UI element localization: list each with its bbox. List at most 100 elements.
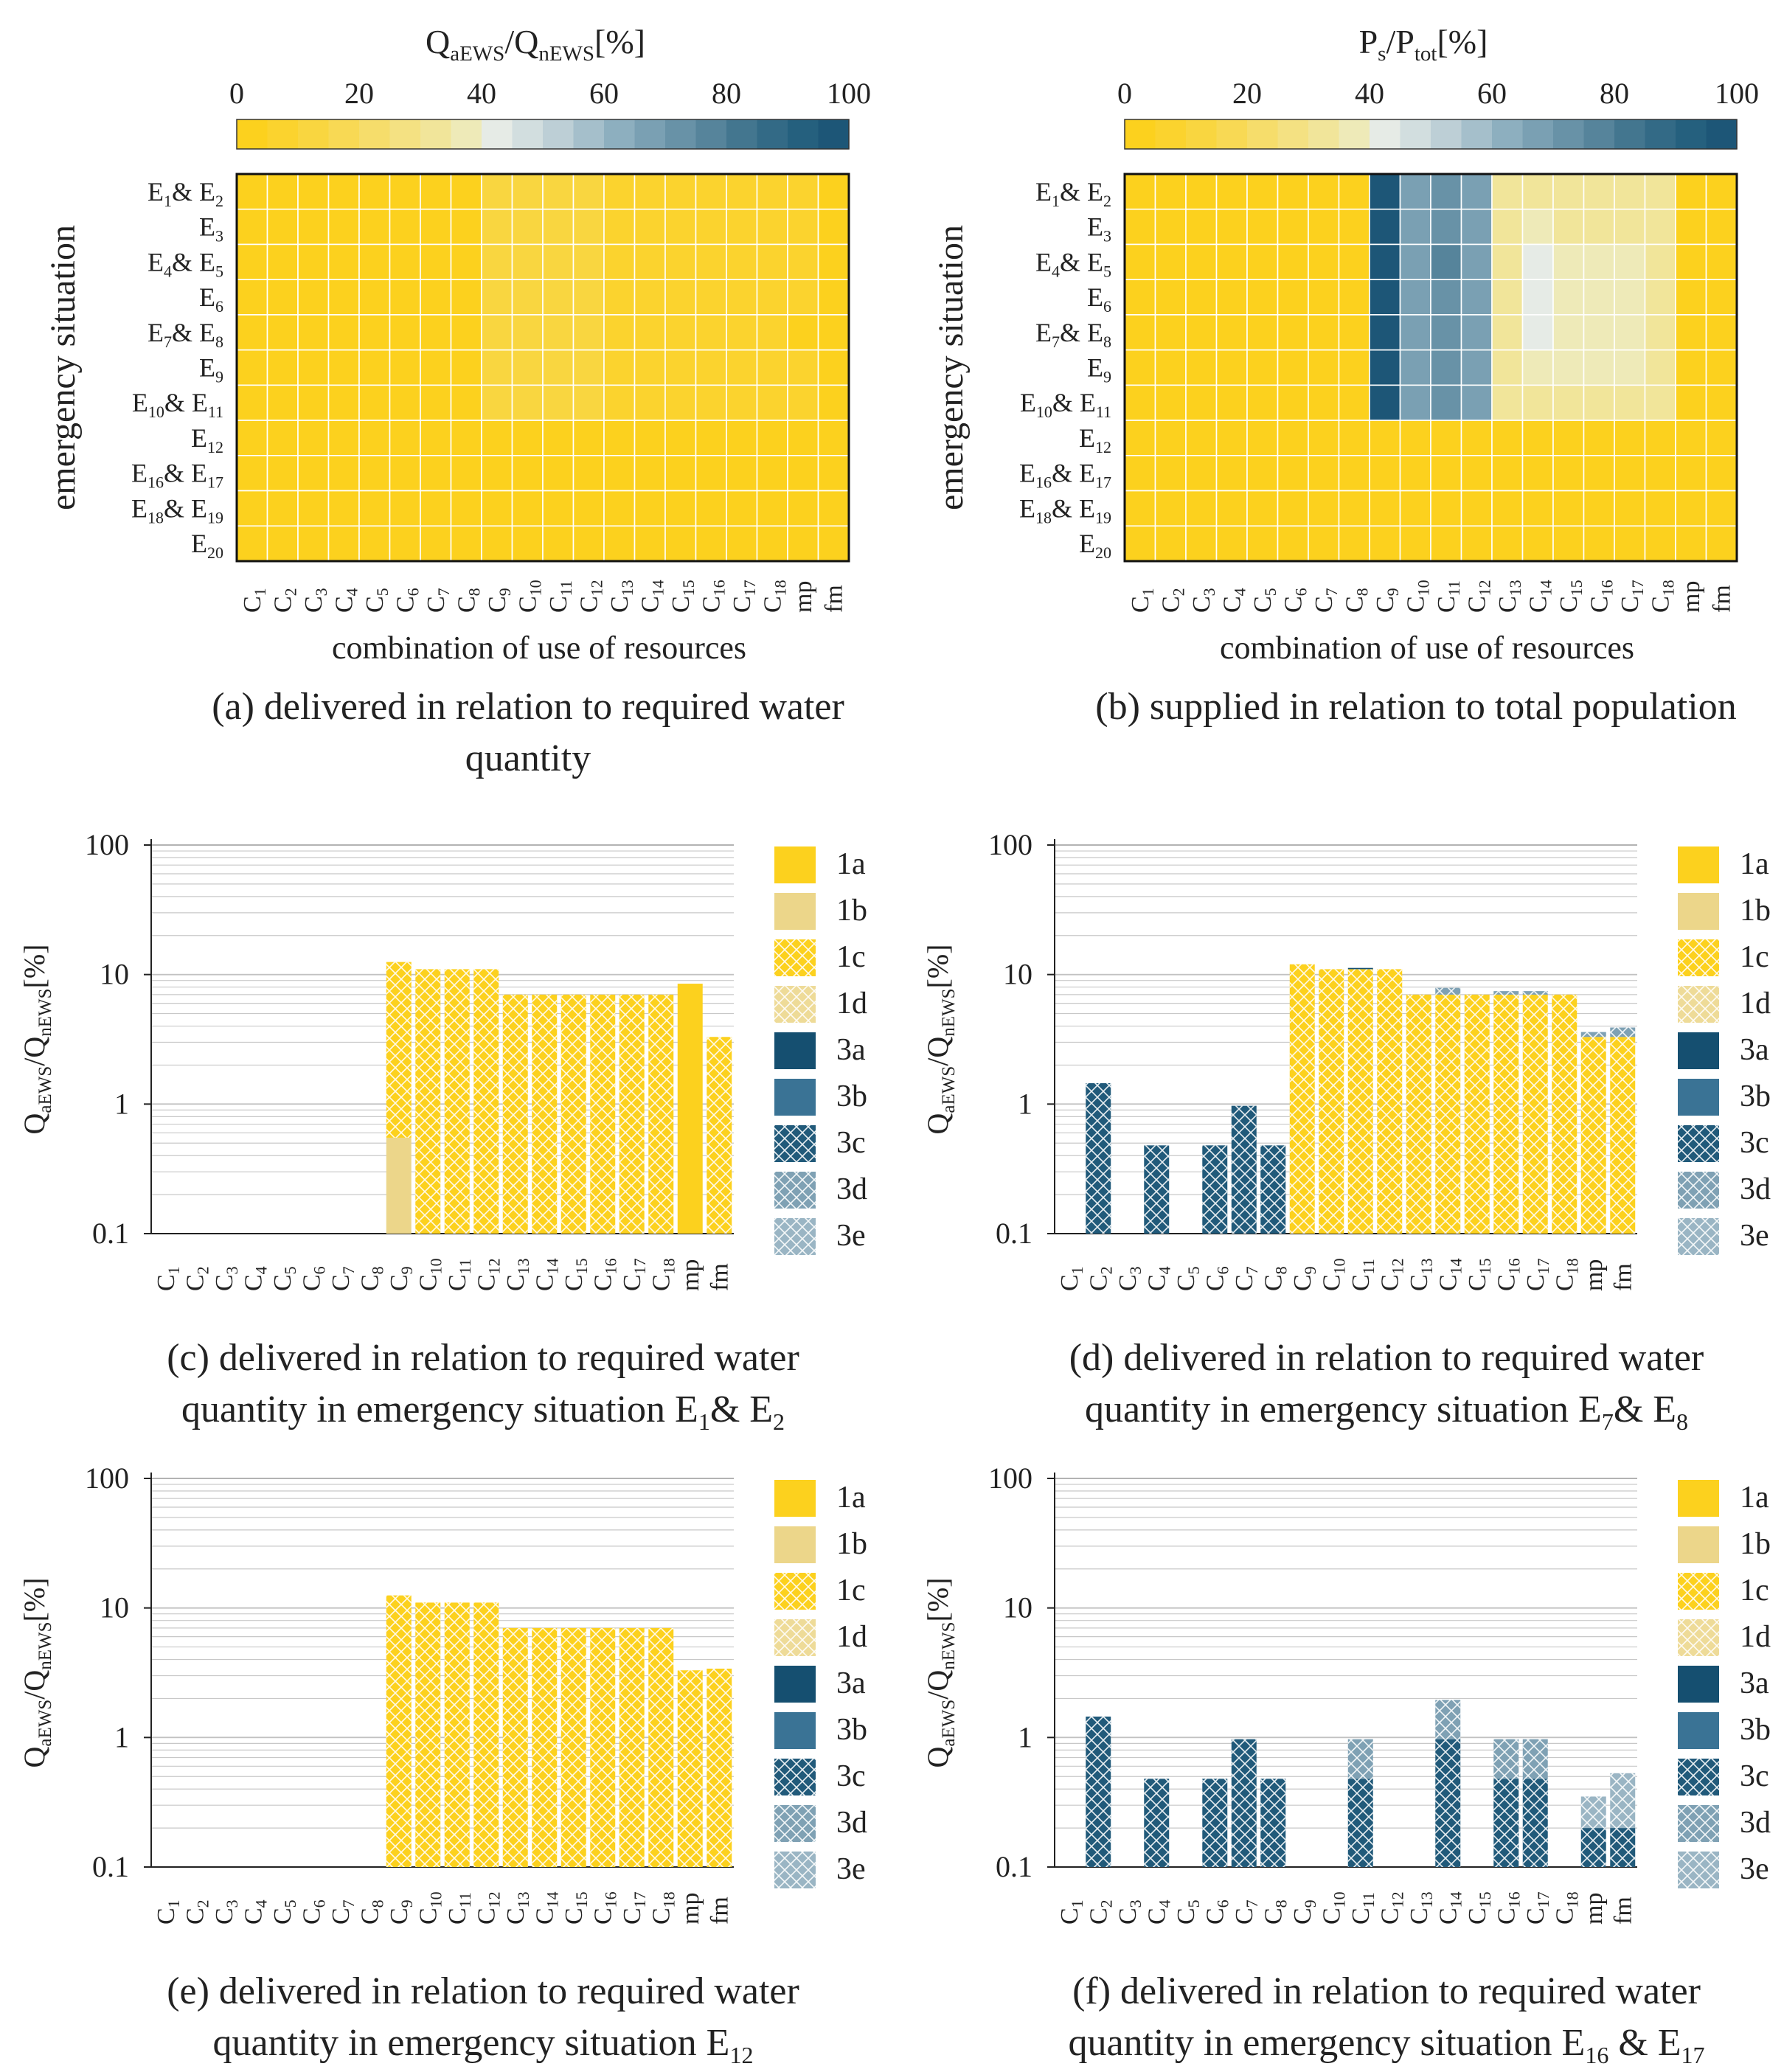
x-tick-sub: 6 xyxy=(1213,1899,1232,1908)
bar-hatch xyxy=(1522,991,1548,995)
heatmap-cell xyxy=(358,173,391,210)
heatmap-cell xyxy=(756,420,788,456)
x-tick-sub: 16 xyxy=(709,580,728,596)
heatmap-cell xyxy=(1430,525,1462,562)
heatmap-cell xyxy=(1369,420,1401,456)
heatmap-cell xyxy=(787,349,819,386)
x-tick-label: C17 xyxy=(1617,580,1647,613)
x-tick-base: C xyxy=(1143,1274,1170,1291)
heatmap-cell xyxy=(481,208,513,246)
x-tick-sub: 13 xyxy=(514,1891,532,1908)
legend-swatch-3a xyxy=(774,1032,816,1069)
legend-hatch xyxy=(1678,1852,1719,1888)
heatmap-cell xyxy=(572,384,605,421)
x-tick-base: C xyxy=(1524,596,1552,613)
heatmap-cell xyxy=(1246,420,1279,456)
x-tick-label: C5 xyxy=(269,1266,299,1291)
bar-hatch xyxy=(386,962,412,1138)
bar-hatch xyxy=(1086,1716,1111,1867)
heatmap-cell xyxy=(542,349,575,386)
x-tick-base: C xyxy=(356,1274,383,1291)
heatmap-cell xyxy=(1430,455,1462,492)
colorbar-segment xyxy=(1431,119,1462,149)
heatmap-row-label-part: 4 xyxy=(164,262,172,280)
x-tick-base: C xyxy=(1056,1908,1083,1925)
x-tick-label: C11 xyxy=(444,1259,474,1291)
x-tick-label: C4 xyxy=(240,1899,270,1925)
x-tick-label: C16 xyxy=(1493,1258,1523,1291)
heatmap-cell xyxy=(1491,173,1524,210)
heatmap-row-label-part: 6 xyxy=(1103,297,1111,316)
x-tick-label: C18 xyxy=(1647,580,1677,613)
x-tick-base: C xyxy=(1347,1908,1375,1925)
heatmap-cell xyxy=(695,314,727,351)
heatmap-cell xyxy=(1154,455,1187,492)
heatmap-row-label: E7& E8 xyxy=(1035,318,1111,351)
x-tick-sub: 5 xyxy=(281,1266,299,1274)
legend-label: 3a xyxy=(1740,1033,1769,1067)
x-tick-label: C4 xyxy=(1218,588,1249,613)
x-tick-base: C xyxy=(636,596,664,613)
x-tick-label: C14 xyxy=(636,580,667,613)
heatmap-cell xyxy=(236,173,268,210)
heatmap-cell xyxy=(1675,314,1707,351)
caption-line2-part: 1 xyxy=(698,1408,710,1435)
heatmap-cell xyxy=(1124,279,1156,316)
bar-hatch xyxy=(1493,1739,1519,1779)
x-tick-base: C xyxy=(1218,596,1246,613)
x-tick-label: C2 xyxy=(1085,1899,1115,1925)
heatmap-cell xyxy=(726,455,758,492)
x-tick-base: C xyxy=(414,1908,442,1925)
bar-hatch xyxy=(502,994,528,1234)
heatmap-cell xyxy=(358,384,391,421)
x-tick-base: C xyxy=(648,1274,675,1291)
heatmap-cell xyxy=(511,525,544,562)
y-axis-label-part: [%] xyxy=(18,1577,51,1621)
x-tick-base: C xyxy=(502,1908,530,1925)
heatmap-row-label-part: E xyxy=(1019,493,1035,523)
x-tick-base: C xyxy=(330,596,358,613)
heatmap-cell xyxy=(1491,490,1524,527)
caption-line2: quantity in emergency situation E12 xyxy=(213,2022,754,2068)
x-tick-base: C xyxy=(1647,596,1674,613)
colorbar-segment xyxy=(328,119,360,149)
heatmap-cell xyxy=(1705,455,1738,492)
x-tick-label: C5 xyxy=(269,1899,299,1925)
heatmap-cell xyxy=(389,208,421,246)
x-tick-sub: 4 xyxy=(1230,588,1249,596)
x-tick-label: C18 xyxy=(1551,1891,1581,1925)
bar-hatch xyxy=(677,1670,703,1867)
x-tick-label: C1 xyxy=(1056,1899,1086,1925)
heatmap-cell xyxy=(1369,279,1401,316)
x-tick-sub: 10 xyxy=(1414,580,1432,596)
heatmap-cell xyxy=(266,279,299,316)
heatmap-row-label: E9 xyxy=(1087,353,1111,386)
heatmap-cell xyxy=(297,208,330,246)
heatmap-cell xyxy=(695,243,727,280)
heatmap-cell xyxy=(1430,384,1462,421)
heatmap-cell xyxy=(1583,455,1615,492)
heatmap-cell xyxy=(542,455,575,492)
x-tick-sub: 17 xyxy=(631,1891,649,1908)
colorbar-title: QaEWS/QnEWS[%] xyxy=(426,23,645,66)
x-tick-base: C xyxy=(1376,1274,1403,1291)
heatmap-cell xyxy=(756,314,788,351)
bar-hatch xyxy=(1610,1027,1636,1037)
heatmap-cell xyxy=(297,243,330,280)
heatmap-cell xyxy=(572,243,605,280)
heatmap-cell xyxy=(1614,173,1646,210)
heatmap-cell xyxy=(1491,455,1524,492)
heatmap-row-label: E1& E2 xyxy=(1035,177,1111,210)
heatmap-cell xyxy=(1430,420,1462,456)
heatmap-cell xyxy=(817,314,850,351)
caption-line2-part: quantity in emergency situation E xyxy=(213,2022,730,2064)
colorbar-segment xyxy=(634,119,666,149)
heatmap-cell xyxy=(817,279,850,316)
x-tick-label: C17 xyxy=(1522,1258,1552,1291)
x-tick-label: C5 xyxy=(1249,588,1280,613)
heatmap-row-label-part: 9 xyxy=(1103,368,1111,386)
x-tick-sub: 1 xyxy=(1139,588,1157,596)
heatmap-cell xyxy=(1308,279,1340,316)
heatmap-cell xyxy=(634,455,666,492)
heatmap-cell xyxy=(817,208,850,246)
